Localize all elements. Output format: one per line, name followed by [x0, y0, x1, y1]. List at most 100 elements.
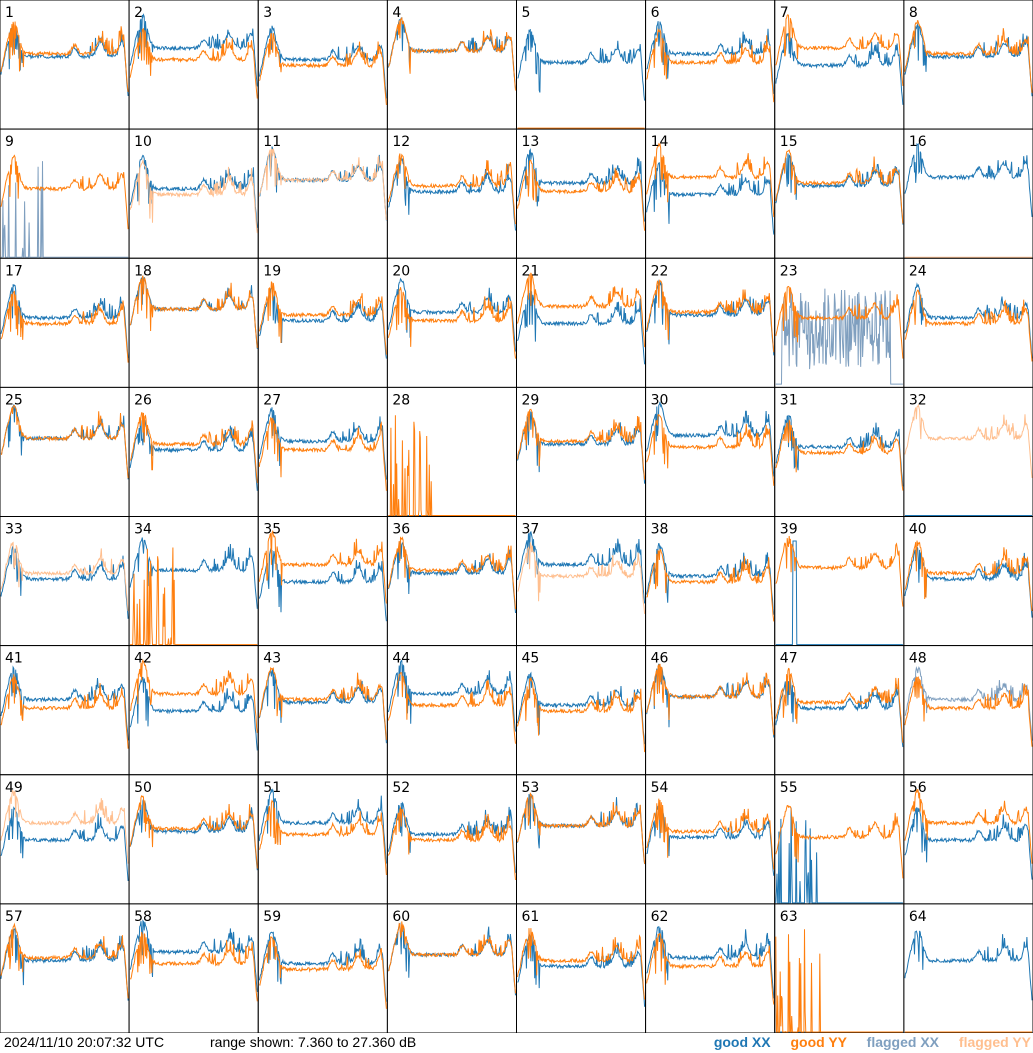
panel-frame — [0, 0, 130, 130]
panel-46: 46 — [645, 645, 776, 776]
series-xx-line — [775, 807, 903, 904]
panel-label: 1 — [5, 5, 14, 21]
series-yy-line — [258, 666, 387, 740]
series-yy-line — [775, 667, 904, 743]
series-yy-line — [904, 675, 1033, 747]
panel-25: 25 — [0, 386, 130, 517]
panel-51: 51 — [257, 774, 388, 905]
panel-frame — [386, 645, 517, 776]
panel-31: 31 — [774, 386, 905, 517]
panel-48: 48 — [903, 645, 1033, 776]
series-yy-line — [646, 27, 775, 103]
panel-label: 38 — [651, 522, 669, 538]
series-xx-line — [258, 931, 387, 1002]
panel-57: 57 — [0, 903, 130, 1033]
series-yy-line — [387, 806, 516, 881]
panel-52: 52 — [386, 774, 517, 905]
series-yy-line — [646, 548, 775, 622]
series-yy-line — [646, 663, 775, 735]
panel-17: 17 — [0, 257, 130, 388]
series-yy-line — [775, 929, 903, 1033]
panel-label: 44 — [392, 651, 410, 667]
panel-label: 36 — [392, 522, 410, 538]
panel-53: 53 — [516, 774, 647, 905]
panel-label: 39 — [780, 522, 798, 538]
panel-label: 40 — [909, 522, 927, 538]
series-yy-line — [646, 278, 775, 353]
panel-39: 39 — [774, 516, 905, 647]
panel-4: 4 — [386, 0, 517, 130]
panel-label: 16 — [909, 134, 927, 150]
panel-label: 62 — [651, 909, 669, 925]
panel-frame — [903, 645, 1033, 776]
series-xx-line — [129, 13, 258, 87]
series-yy-line — [129, 412, 258, 484]
panel-label: 17 — [5, 263, 23, 279]
panel-label: 12 — [392, 134, 410, 150]
series-xx-line — [775, 540, 903, 646]
panel-label: 45 — [522, 651, 540, 667]
series-yy-line — [387, 287, 516, 359]
panel-8: 8 — [903, 0, 1033, 130]
series-xx-line — [517, 934, 646, 1007]
series-yy-line — [0, 922, 129, 999]
panel-1: 1 — [0, 0, 130, 130]
panel-label: 13 — [522, 134, 540, 150]
series-yy-line — [258, 799, 387, 876]
legend-flagged-xx: flagged XX — [866, 1034, 940, 1050]
series-yy-line — [904, 788, 1033, 864]
panel-label: 4 — [392, 5, 401, 21]
panel-33: 33 — [0, 516, 130, 647]
panel-label: 3 — [263, 5, 272, 21]
series-xx-line — [129, 919, 258, 993]
series-xx-line — [388, 156, 516, 231]
panel-9: 9 — [0, 128, 130, 259]
panel-label: 46 — [651, 651, 669, 667]
series-yy-line — [775, 285, 904, 359]
series-yy-line — [517, 272, 646, 348]
panel-label: 23 — [780, 263, 798, 279]
panel-10: 10 — [128, 128, 259, 259]
panel-frame — [903, 386, 1033, 517]
panel-5: 5 — [516, 0, 647, 130]
panel-frame — [903, 903, 1033, 1033]
panel-61: 61 — [516, 903, 647, 1033]
series-xx-line — [904, 930, 1033, 1001]
panel-label: 42 — [134, 651, 152, 667]
panel-label: 27 — [263, 392, 281, 408]
series-yy-line — [130, 547, 258, 646]
panel-30: 30 — [645, 386, 776, 517]
series-xx-line — [517, 148, 646, 222]
panel-label: 37 — [522, 522, 540, 538]
series-yy-line — [258, 32, 387, 105]
panel-label: 53 — [522, 780, 540, 796]
panel-27: 27 — [257, 386, 388, 517]
series-xx-line — [129, 676, 258, 751]
panel-frame — [903, 128, 1033, 259]
panel-label: 58 — [134, 909, 152, 925]
series-yy-line — [0, 21, 129, 92]
panel-label: 7 — [780, 5, 789, 21]
panel-24: 24 — [903, 257, 1033, 388]
panel-29: 29 — [516, 386, 647, 517]
series-yy-line — [0, 674, 129, 749]
panel-label: 54 — [651, 780, 669, 796]
panel-11: 11 — [257, 128, 388, 259]
panel-label: 32 — [909, 392, 927, 408]
panel-7: 7 — [774, 0, 905, 130]
panel-54: 54 — [645, 774, 776, 905]
series-yy-line — [388, 17, 516, 91]
panel-frame — [516, 903, 647, 1033]
panel-18: 18 — [128, 257, 259, 388]
panel-label: 43 — [263, 651, 281, 667]
panel-13: 13 — [516, 128, 647, 259]
series-yy-line — [387, 153, 516, 225]
panel-label: 5 — [522, 5, 531, 21]
panel-frame — [386, 0, 517, 130]
panel-62: 62 — [645, 903, 776, 1033]
panel-label: 8 — [909, 5, 918, 21]
panel-frame — [257, 128, 388, 259]
panel-label: 55 — [780, 780, 798, 796]
panel-label: 57 — [5, 909, 23, 925]
